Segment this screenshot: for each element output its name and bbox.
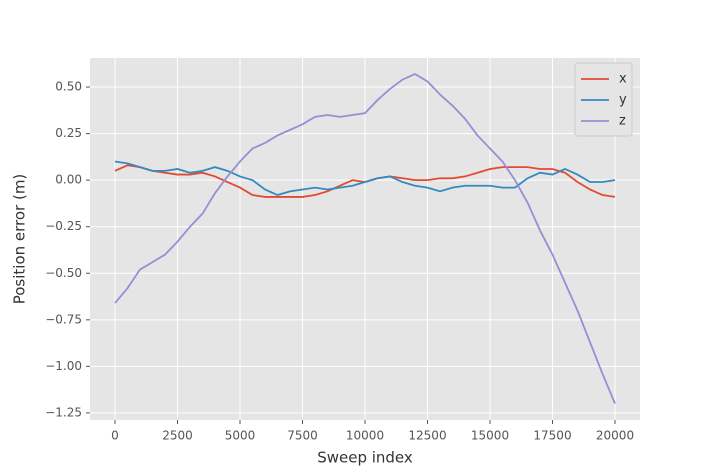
- legend-label: y: [619, 93, 627, 108]
- x-tick-label: 12500: [408, 429, 446, 443]
- y-tick-label: 0.25: [55, 126, 82, 140]
- x-tick-label: 5000: [225, 429, 256, 443]
- legend-label: z: [619, 114, 626, 129]
- y-tick-label: 0.00: [55, 173, 82, 187]
- legend-label: x: [619, 72, 627, 87]
- x-tick-label: 2500: [162, 429, 193, 443]
- x-tick-label: 10000: [346, 429, 384, 443]
- x-tick-label: 17500: [533, 429, 571, 443]
- y-tick-label: −0.50: [45, 266, 82, 280]
- y-tick-label: −1.25: [45, 405, 82, 419]
- x-tick-label: 15000: [471, 429, 509, 443]
- y-axis-label: Position error (m): [11, 174, 29, 305]
- y-tick-label: 0.50: [55, 80, 82, 94]
- y-tick-label: −1.00: [45, 359, 82, 373]
- x-axis-label: Sweep index: [317, 449, 413, 467]
- x-tick-label: 20000: [596, 429, 634, 443]
- series-line: [114, 72, 616, 404]
- x-tick-label: 7500: [287, 429, 318, 443]
- y-tick-label: −0.75: [45, 312, 82, 326]
- x-tick-label: 0: [111, 429, 119, 443]
- y-tick-label: −0.25: [45, 219, 82, 233]
- series-line: [114, 160, 616, 197]
